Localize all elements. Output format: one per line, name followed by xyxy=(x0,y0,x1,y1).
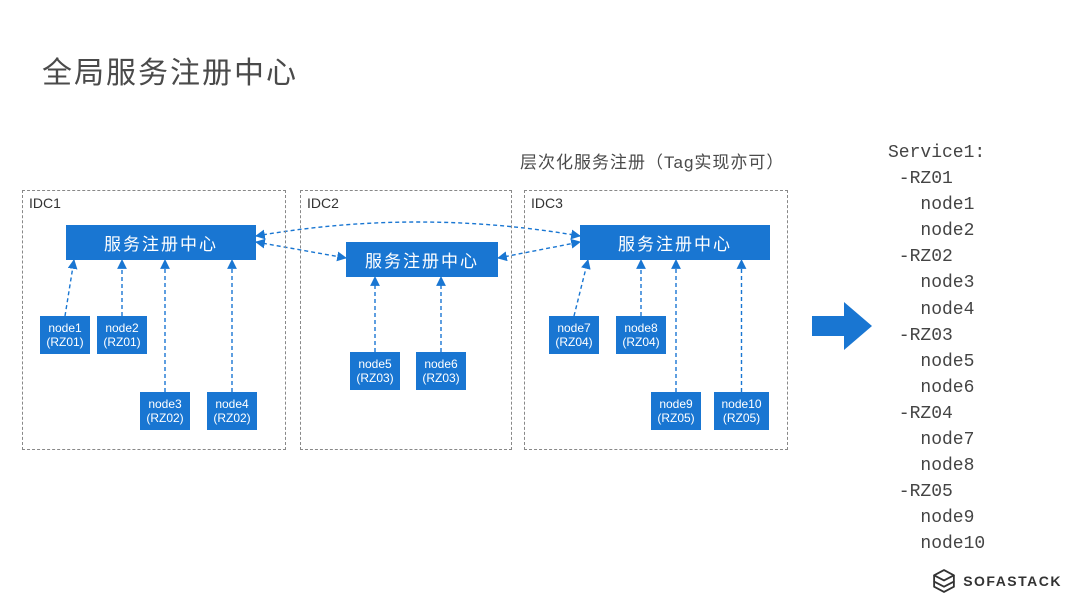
node-name: node9 xyxy=(659,397,692,411)
idc-label: IDC3 xyxy=(531,195,563,211)
node-name: node7 xyxy=(557,321,590,335)
node-rz: (RZ03) xyxy=(422,371,459,385)
node-rz: (RZ01) xyxy=(46,335,83,349)
big-arrow-icon xyxy=(812,298,872,359)
node-name: node8 xyxy=(624,321,657,335)
node-rz: (RZ04) xyxy=(622,335,659,349)
logo-text: SOFASTACK xyxy=(963,573,1062,589)
node-name: node2 xyxy=(105,321,138,335)
node-box: node2(RZ01) xyxy=(97,316,147,354)
subtitle: 层次化服务注册（Tag实现亦可） xyxy=(520,148,784,173)
node-box: node6(RZ03) xyxy=(416,352,466,390)
registry-box: 服务注册中心 xyxy=(580,225,770,260)
node-box: node5(RZ03) xyxy=(350,352,400,390)
node-rz: (RZ05) xyxy=(723,411,760,425)
node-box: node9(RZ05) xyxy=(651,392,701,430)
node-name: node3 xyxy=(148,397,181,411)
page-title: 全局服务注册中心 xyxy=(42,48,298,92)
node-box: node3(RZ02) xyxy=(140,392,190,430)
node-box: node8(RZ04) xyxy=(616,316,666,354)
node-rz: (RZ02) xyxy=(213,411,250,425)
node-rz: (RZ01) xyxy=(103,335,140,349)
node-rz: (RZ05) xyxy=(657,411,694,425)
registry-box: 服务注册中心 xyxy=(346,242,498,277)
node-box: node10(RZ05) xyxy=(714,392,769,430)
node-name: node5 xyxy=(358,357,391,371)
node-rz: (RZ04) xyxy=(555,335,592,349)
node-box: node7(RZ04) xyxy=(549,316,599,354)
node-name: node4 xyxy=(215,397,248,411)
service-tree: Service1: -RZ01 node1 node2 -RZ02 node3 … xyxy=(888,140,985,558)
node-name: node1 xyxy=(48,321,81,335)
node-box: node1(RZ01) xyxy=(40,316,90,354)
node-name: node10 xyxy=(721,397,761,411)
logo-icon xyxy=(931,568,957,594)
idc-label: IDC1 xyxy=(29,195,61,211)
idc-box: IDC2 xyxy=(300,190,512,450)
logo: SOFASTACK xyxy=(931,568,1062,594)
node-rz: (RZ03) xyxy=(356,371,393,385)
node-box: node4(RZ02) xyxy=(207,392,257,430)
registry-box: 服务注册中心 xyxy=(66,225,256,260)
idc-label: IDC2 xyxy=(307,195,339,211)
node-rz: (RZ02) xyxy=(146,411,183,425)
node-name: node6 xyxy=(424,357,457,371)
